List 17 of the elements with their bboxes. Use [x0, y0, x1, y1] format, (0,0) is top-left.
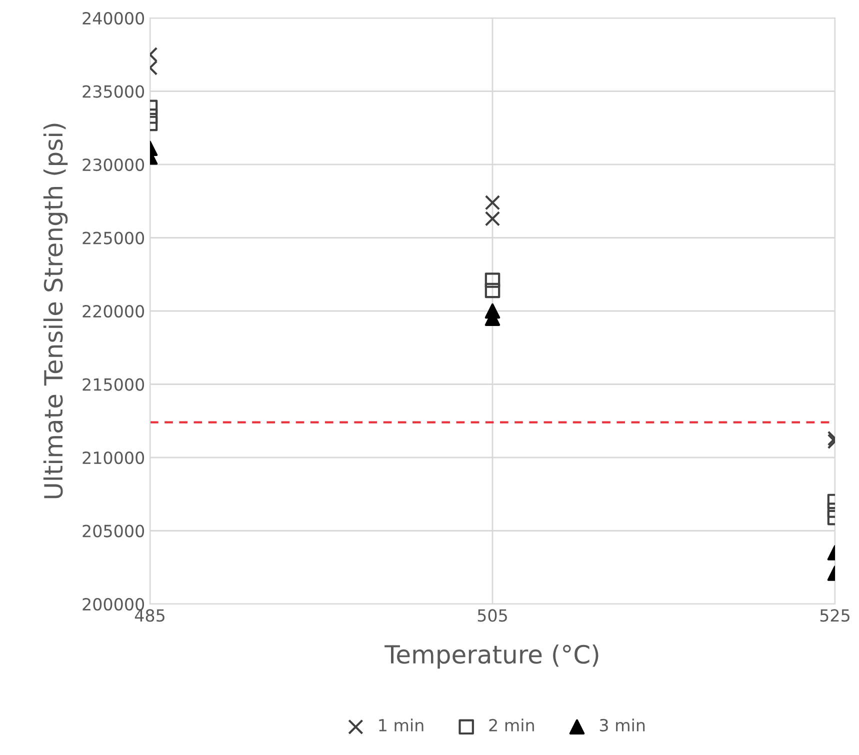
legend-label: 3 min: [600, 718, 645, 732]
y-tick-label: 220000: [82, 304, 144, 318]
y-tick-label: 225000: [82, 232, 144, 244]
x-tick-label: 505: [478, 609, 507, 622]
y-tick-label: 200000: [82, 598, 144, 611]
y-axis-title: Ultimate Tensile Strength (psi): [43, 124, 68, 498]
y-tick-label: 240000: [82, 12, 144, 25]
x-axis-title: Temperature (°C): [384, 644, 598, 669]
legend-label: 2 min: [489, 718, 534, 732]
legend-label: 1 min: [379, 718, 424, 732]
y-tick-label: 215000: [82, 378, 144, 391]
y-tick-label: 230000: [82, 158, 144, 172]
y-tick-label: 235000: [82, 85, 144, 98]
x-tick-label: 525: [820, 609, 850, 622]
x-tick-label: 485: [134, 609, 164, 622]
y-tick-label: 210000: [82, 451, 144, 464]
y-tick-label: 205000: [82, 524, 144, 538]
